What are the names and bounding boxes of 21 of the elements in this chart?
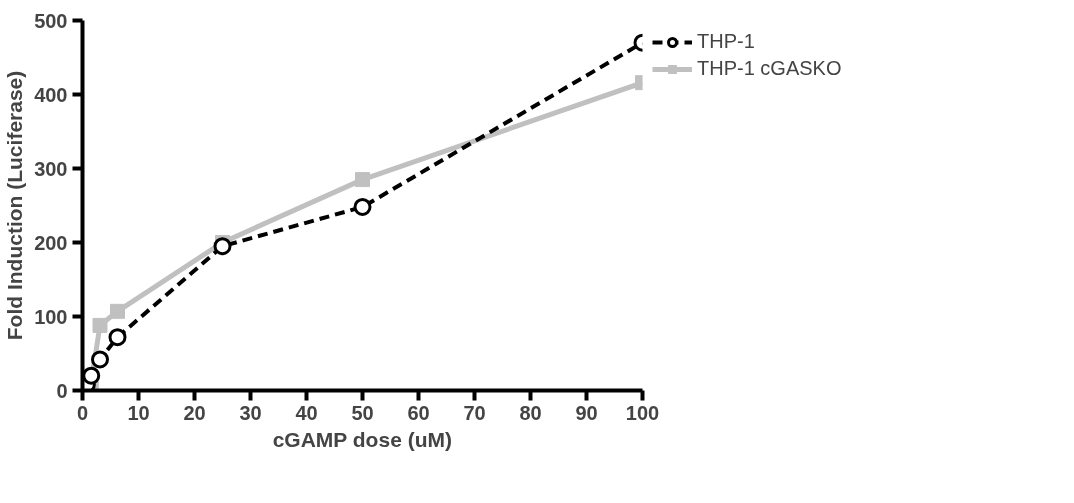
y-axis-title: Fold Induction (Luciferase) xyxy=(3,70,27,341)
y-tick-label: 200 xyxy=(34,231,68,254)
x-tick-label: 70 xyxy=(463,401,486,424)
y-tick-label: 300 xyxy=(34,157,68,180)
x-tick-label: 0 xyxy=(76,401,89,424)
x-tick-label: 90 xyxy=(575,401,598,424)
x-tick-label: 60 xyxy=(407,401,430,424)
legend-label: THP-1 cGASKO xyxy=(697,57,842,80)
legend-label: THP-1 xyxy=(697,30,755,53)
x-axis-title: cGAMP dose (uM) xyxy=(272,427,452,451)
x-tick-label: 80 xyxy=(519,401,542,424)
y-tick-label: 500 xyxy=(34,9,68,32)
x-tick-label: 10 xyxy=(127,401,150,424)
x-tick-label: 50 xyxy=(351,401,374,424)
x-tick-label: 30 xyxy=(239,401,262,424)
y-tick-label: 0 xyxy=(56,379,68,402)
x-tick-label: 20 xyxy=(183,401,206,424)
y-tick-label: 100 xyxy=(34,305,68,328)
y-tick-label: 400 xyxy=(34,83,68,106)
x-tick-label: 100 xyxy=(625,401,660,424)
x-tick-label: 40 xyxy=(295,401,318,424)
